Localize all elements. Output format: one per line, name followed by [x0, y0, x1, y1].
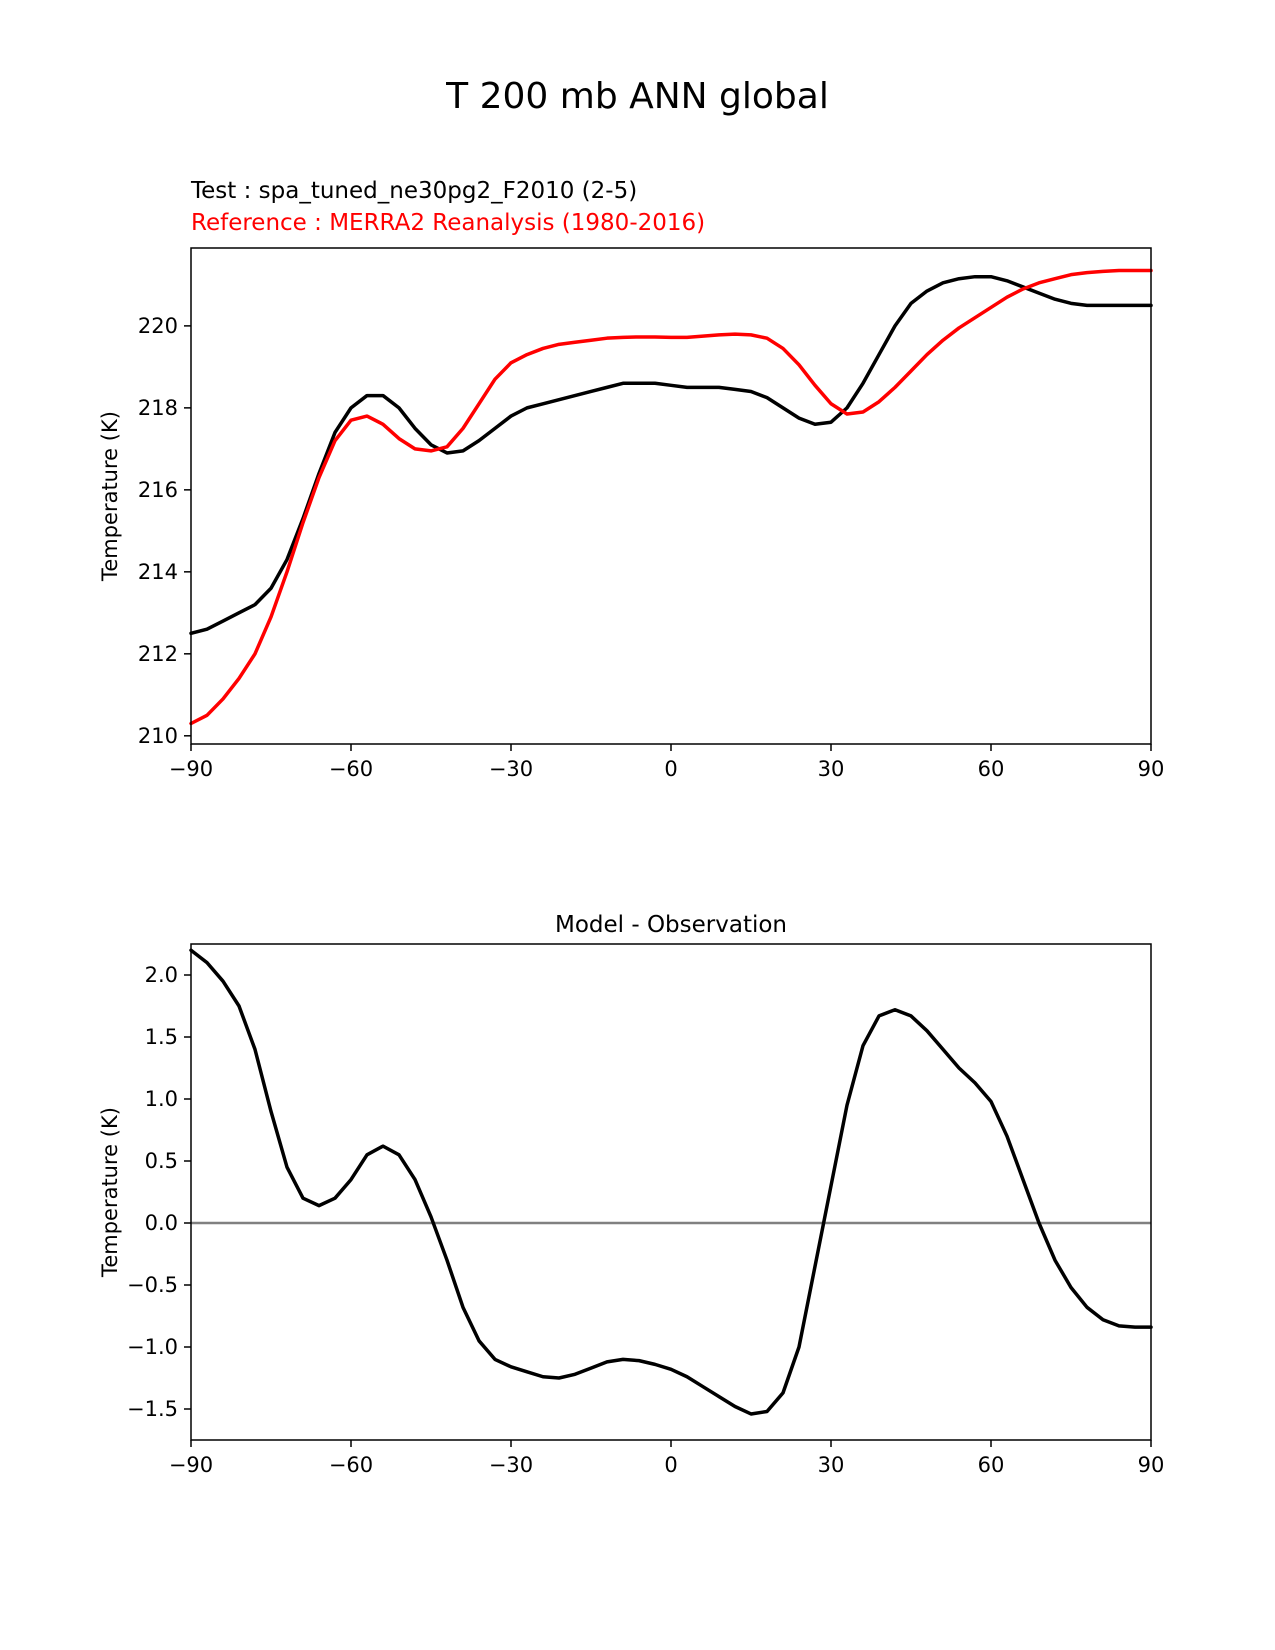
top-y-tick-label: 218: [138, 396, 178, 420]
bottom-panel-series: [189, 948, 1153, 1416]
top-x-tick-label: −90: [169, 757, 213, 781]
bottom-y-tick-label: 0.5: [145, 1149, 178, 1173]
top-x-tick-label: 90: [1138, 757, 1165, 781]
bottom-x-tick-label: 0: [664, 1453, 677, 1477]
top-x-tick-label: 0: [664, 757, 677, 781]
top-y-tick-label: 220: [138, 314, 178, 338]
top-y-tick-label: 212: [138, 642, 178, 666]
test-label: Test : spa_tuned_ne30pg2_F2010 (2-5): [190, 178, 637, 204]
bottom-y-tick-label: 0.0: [145, 1211, 178, 1235]
top-panel-series: [189, 268, 1153, 726]
top-series-line-1: [189, 268, 1153, 726]
reference-label: Reference : MERRA2 Reanalysis (1980-2016…: [191, 210, 705, 236]
top-panel-y-ticks: 210 212 214 216 218 220: [138, 314, 191, 748]
bottom-x-tick-label: −30: [489, 1453, 533, 1477]
bottom-panel-y-axis-label: Temperature (K): [98, 1107, 122, 1278]
bottom-x-tick-label: 90: [1138, 1453, 1165, 1477]
top-panel-frame: [190, 247, 1152, 745]
bottom-x-tick-label: 60: [978, 1453, 1005, 1477]
bottom-y-tick-label: 1.5: [145, 1025, 178, 1049]
bottom-panel-frame: [190, 943, 1152, 1441]
top-panel-x-ticks: −90 −60 −30 0 30 60 90: [169, 744, 1165, 781]
top-panel-comparison: −90 −60 −30 0 30 60 90 210 212 214 216 218 220 Temp…: [98, 247, 1165, 781]
bottom-panel-difference: Model - Observation −90 −60 −30 0 30 60 90 −1.…: [98, 912, 1164, 1477]
top-series-line-0: [189, 274, 1153, 636]
bottom-series-line-0: [189, 948, 1153, 1416]
top-x-tick-label: −30: [489, 757, 533, 781]
bottom-y-tick-label: 2.0: [145, 963, 178, 987]
top-x-tick-label: 60: [978, 757, 1005, 781]
top-x-tick-label: 30: [818, 757, 845, 781]
bottom-y-tick-label: −1.0: [127, 1335, 178, 1359]
bottom-x-tick-label: −90: [169, 1453, 213, 1477]
top-y-tick-label: 214: [138, 560, 178, 584]
bottom-y-tick-label: 1.0: [145, 1087, 178, 1111]
top-y-tick-label: 210: [138, 724, 178, 748]
top-panel-y-axis-label: Temperature (K): [98, 411, 122, 582]
figure-title: T 200 mb ANN global: [445, 76, 829, 117]
top-y-tick-label: 216: [138, 478, 178, 502]
bottom-panel-y-ticks: −1.5 −1.0 −0.5 0.0 0.5 1.0 1.5 2.0: [127, 963, 191, 1421]
bottom-x-tick-label: 30: [818, 1453, 845, 1477]
bottom-y-tick-label: −0.5: [127, 1273, 178, 1297]
top-x-tick-label: −60: [329, 757, 373, 781]
bottom-panel-title: Model - Observation: [555, 912, 787, 938]
bottom-y-tick-label: −1.5: [127, 1397, 178, 1421]
bottom-panel-x-ticks: −90 −60 −30 0 30 60 90: [169, 1440, 1165, 1477]
bottom-x-tick-label: −60: [329, 1453, 373, 1477]
